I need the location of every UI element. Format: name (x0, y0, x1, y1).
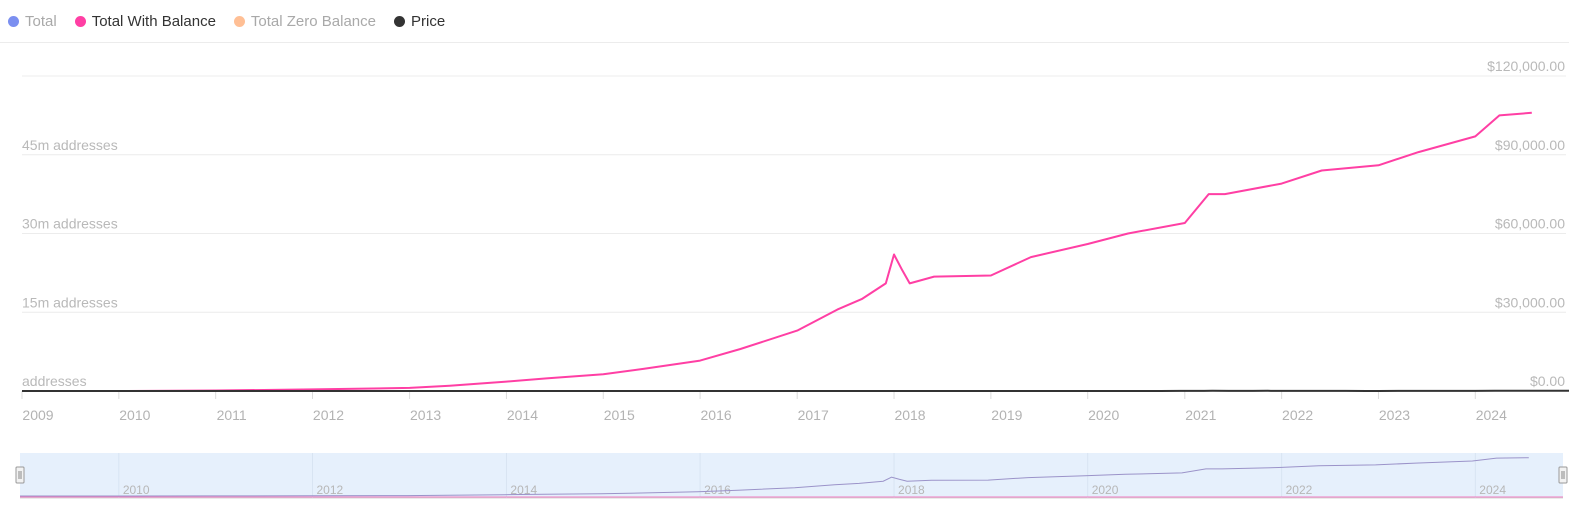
left-axis-tick-label: 45m addresses (22, 137, 118, 153)
x-axis-tick-label: 2014 (507, 407, 538, 423)
left-axis-tick-label: addresses (22, 373, 87, 389)
right-axis-tick-label: $30,000.00 (1495, 294, 1565, 310)
navigator-left-handle[interactable] (15, 466, 25, 484)
legend-item-price[interactable]: Price (394, 13, 445, 30)
navigator-tick-label: 2022 (1286, 483, 1313, 497)
navigator-tick-label: 2012 (317, 483, 344, 497)
series-line-total-with-balance[interactable] (22, 111, 1532, 392)
legend-dot-icon (8, 15, 19, 27)
legend-item-total-with-balance[interactable]: Total With Balance (74, 12, 216, 30)
legend-item-total-zero-balance[interactable]: Total Zero Balance (233, 12, 376, 30)
right-axis-tick-label: $60,000.00 (1495, 216, 1565, 232)
legend-label: Price (411, 12, 446, 30)
navigator-selection[interactable] (20, 453, 1563, 498)
right-axis-labels: $0.00 $30,000.00 $60,000.00 $90,000.00 $120,… (1487, 58, 1565, 389)
legend-dot-icon (394, 15, 405, 27)
legend-label: Total (25, 12, 57, 30)
right-axis-tick-label: $90,000.00 (1495, 137, 1565, 153)
x-axis-tick-label: 2011 (217, 407, 247, 423)
navigator-tick-label: 2020 (1092, 483, 1119, 497)
left-axis-tick-label: 30m addresses (22, 216, 118, 232)
x-axis-tick-label: 2017 (798, 407, 829, 423)
navigator-tick-label: 2016 (704, 483, 731, 497)
x-axis-tick-label: 2019 (991, 407, 1022, 423)
navigator-tick-label: 2014 (510, 483, 537, 497)
x-axis-tick-label: 2013 (410, 407, 441, 423)
x-axis-tick-label: 2018 (894, 407, 925, 423)
x-axis-tick-label: 2021 (1185, 407, 1216, 423)
navigator-series-line (20, 457, 1529, 497)
x-axis-tick-label: 2015 (604, 407, 635, 423)
x-axis-tick-label: 2012 (313, 407, 344, 423)
navigator-tick-label: 2018 (898, 483, 925, 497)
left-axis-labels: addresses 15m addresses 30m addresses 45m a… (22, 137, 118, 389)
legend: Total Total With Balance Total Zero Balanc… (8, 10, 463, 32)
legend-dot-icon (233, 15, 245, 27)
series-lines (22, 111, 1569, 392)
x-axis: 2009 2010 2011 2012 2013 2014 2015 2016 2017 2018… (21, 391, 1507, 423)
navigator-tick-label: 2010 (123, 483, 150, 497)
range-navigator[interactable]: 2010 2012 2014 2016 2018 2020 2022 2024 (15, 453, 1568, 499)
x-axis-tick-label: 2023 (1379, 407, 1410, 423)
legend-dot-icon (74, 15, 86, 27)
legend-label: Total With Balance (91, 12, 216, 30)
x-axis-tick-label: 2024 (1476, 407, 1507, 423)
legend-item-total[interactable]: Total (8, 13, 57, 30)
x-axis-tick-label: 2016 (701, 407, 732, 423)
legend-divider (0, 42, 1569, 43)
right-axis-tick-label: $120,000.00 (1487, 58, 1565, 74)
legend-label: Total Zero Balance (250, 12, 376, 30)
x-axis-tick-label: 2010 (119, 407, 150, 423)
left-axis-tick-label: 15m addresses (22, 294, 118, 310)
x-axis-tick-label: 2009 (22, 407, 53, 423)
x-axis-tick-label: 2020 (1088, 407, 1119, 423)
right-axis-tick-label: $0.00 (1530, 373, 1565, 389)
navigator-tick-label: 2024 (1479, 483, 1506, 497)
grid-lines (22, 75, 1566, 392)
navigator-right-handle[interactable] (1558, 466, 1568, 484)
x-axis-tick-label: 2022 (1282, 407, 1313, 423)
